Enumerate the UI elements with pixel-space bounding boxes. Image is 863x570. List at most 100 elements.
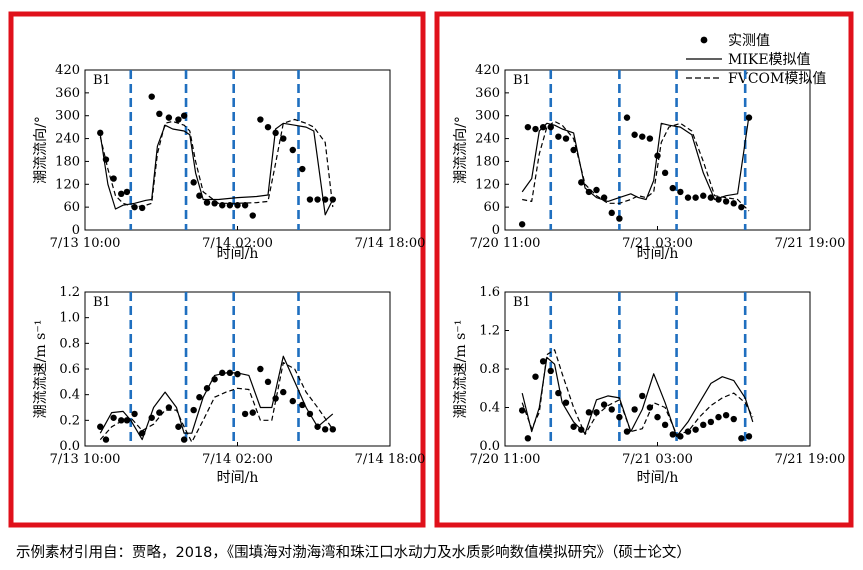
- legend-measured-marker: [700, 36, 708, 44]
- y-tick-label: 180: [475, 154, 500, 169]
- measured-point: [175, 423, 182, 430]
- measured-point: [289, 397, 296, 405]
- measured-point: [196, 394, 203, 401]
- measured-point: [623, 114, 631, 121]
- measured-point: [616, 413, 623, 421]
- measured-point: [623, 428, 631, 435]
- measured-point: [196, 192, 203, 199]
- y-tick-label: 300: [475, 109, 500, 124]
- x-axis-label: 时间/h: [637, 470, 679, 486]
- legend-measured-label: 实测值: [728, 33, 770, 49]
- mike-speed-line: [521, 356, 754, 437]
- measured-point: [692, 426, 699, 433]
- measured-point: [661, 169, 669, 177]
- y-tick-label: 240: [55, 132, 80, 147]
- y-tick-label: 0.8: [59, 336, 80, 351]
- x-axis-label: 时间/h: [217, 470, 259, 486]
- fvcom-direction-line: [99, 118, 334, 208]
- measured-point: [148, 93, 155, 100]
- measured-point: [669, 431, 676, 438]
- y-tick-label: 0.4: [479, 401, 500, 416]
- measured-point: [562, 135, 570, 142]
- legend-fvcom-label: FVCOM模拟值: [728, 71, 826, 87]
- y-axis-label: 潮流流向/°: [33, 116, 49, 184]
- measured-point: [616, 215, 623, 222]
- measured-point: [722, 412, 730, 419]
- right-frame: [434, 11, 854, 528]
- measured-point: [646, 135, 654, 142]
- measured-point: [715, 413, 722, 421]
- measured-point: [234, 370, 241, 378]
- measured-point: [180, 436, 188, 443]
- measured-point: [593, 186, 600, 194]
- measured-point: [745, 433, 753, 440]
- y-tick-label: 360: [475, 86, 500, 101]
- y-axis-label: 潮流流速/m s⁻¹: [453, 320, 469, 419]
- y-tick-label: 360: [55, 86, 80, 101]
- measured-point: [532, 373, 539, 380]
- y-axis-label: 潮流流向/°: [453, 116, 469, 184]
- x-tick-label: 7/14 02:00: [202, 452, 273, 467]
- measured-point: [110, 175, 117, 182]
- measured-point: [257, 116, 264, 123]
- measured-point: [241, 410, 249, 418]
- measured-point: [518, 407, 526, 414]
- measured-point: [123, 188, 131, 196]
- y-tick-label: 0: [492, 223, 500, 238]
- y-tick-label: 0.0: [479, 439, 500, 454]
- measured-point: [190, 406, 197, 414]
- y-tick-label: 120: [55, 177, 80, 192]
- measured-point: [156, 110, 163, 118]
- y-tick-label: 1.2: [59, 285, 80, 300]
- measured-point: [299, 165, 306, 173]
- measured-point: [570, 146, 577, 154]
- x-axis-label: 时间/h: [217, 246, 259, 262]
- x-tick-label: 7/14 18:00: [355, 452, 426, 467]
- x-tick-label: 7/21 03:00: [622, 452, 693, 467]
- measured-point: [600, 401, 608, 408]
- measured-point: [190, 179, 197, 186]
- panel-label: B1: [513, 295, 531, 310]
- measured-point: [578, 179, 585, 186]
- measured-point: [608, 406, 615, 413]
- measured-point: [264, 123, 272, 131]
- source-caption: 示例素材引用自：贾略，2018，《围填海对渤海湾和珠江口水动力及水质影响数值模拟…: [16, 545, 691, 561]
- fvcom-speed-line: [521, 349, 754, 435]
- panel-label: B1: [93, 295, 111, 310]
- measured-point: [555, 133, 562, 140]
- measured-point: [97, 129, 104, 137]
- measured-point: [102, 436, 110, 443]
- measured-point: [257, 365, 264, 373]
- y-tick-label: 420: [55, 63, 80, 78]
- fvcom-speed-line: [99, 362, 334, 443]
- measured-point: [539, 358, 547, 365]
- measured-point: [684, 194, 692, 201]
- x-tick-label: 7/21 19:00: [775, 236, 846, 251]
- mike-direction-line: [99, 122, 334, 216]
- measured-point: [314, 196, 321, 203]
- y-axis-label: 潮流流速/m s⁻¹: [33, 320, 49, 419]
- measured-point: [249, 409, 256, 416]
- measured-point: [639, 392, 646, 400]
- y-tick-label: 0.6: [59, 362, 80, 377]
- y-tick-label: 0.4: [59, 388, 80, 403]
- measured-point: [110, 414, 117, 421]
- measured-point: [241, 202, 249, 209]
- measured-point: [280, 388, 287, 396]
- measured-point: [562, 399, 570, 406]
- x-tick-label: 7/14 18:00: [355, 236, 426, 251]
- measured-point: [175, 116, 182, 123]
- figure: 实测值 MIKE模拟值 FVCOM模拟值 0 60 120 180 240 300 360 4…: [8, 11, 854, 528]
- measured-point: [524, 123, 532, 131]
- y-tick-label: 420: [475, 63, 500, 78]
- measured-point: [165, 114, 173, 121]
- chart-panel-speed-left: 0.0 0.2 0.4 0.6 0.8 1.0 1.2 7/13 10:00 7/14 02:0…: [33, 285, 425, 486]
- measured-point: [306, 196, 314, 203]
- measured-point: [264, 378, 272, 386]
- y-tick-label: 240: [475, 132, 500, 147]
- x-tick-label: 7/14 02:00: [202, 236, 273, 251]
- measured-point: [518, 221, 526, 228]
- measured-point: [700, 192, 707, 199]
- x-tick-label: 7/13 10:00: [50, 452, 121, 467]
- measured-point: [639, 133, 646, 140]
